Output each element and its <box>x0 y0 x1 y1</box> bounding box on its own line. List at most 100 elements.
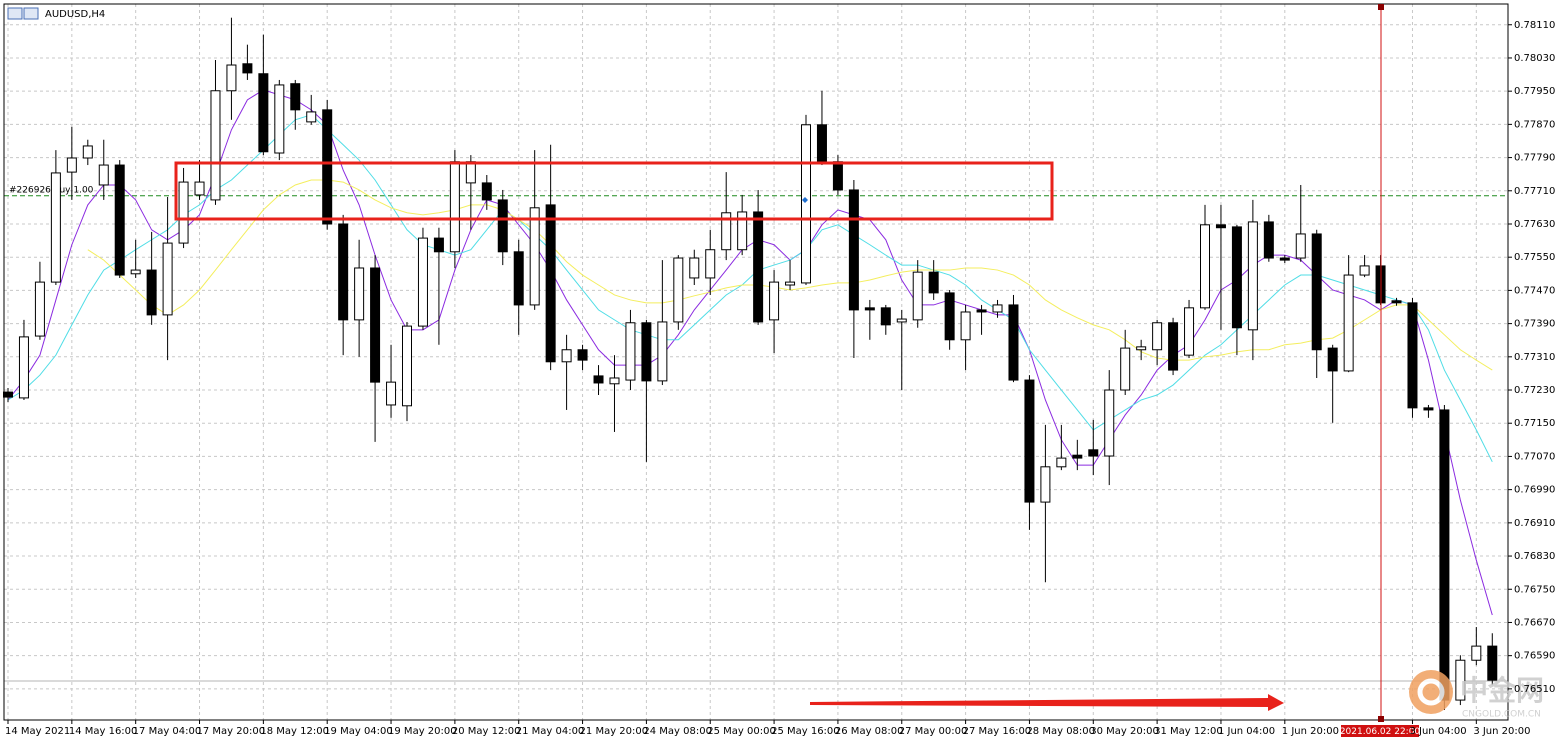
candle-body <box>1056 457 1067 468</box>
candle-body <box>1008 304 1019 381</box>
candle-body <box>242 63 253 74</box>
x-tick-label: 19 May 04:00 <box>324 726 393 737</box>
candle-body <box>545 204 556 363</box>
watermark-logo-ring <box>1417 678 1445 706</box>
y-tick-label: 0.78030 <box>1514 53 1555 64</box>
watermark-site: CNGOLD.COM.CN <box>1462 710 1541 720</box>
candle-body <box>1104 389 1115 457</box>
x-tick-label: 28 May 08:00 <box>1026 726 1095 737</box>
x-tick-label: 30 May 20:00 <box>1090 726 1159 737</box>
candle-body <box>66 157 77 173</box>
candle-body <box>1024 379 1035 503</box>
crosshair-end <box>1378 4 1384 10</box>
candles <box>3 17 1498 711</box>
x-tick-label: 31 May 12:00 <box>1154 726 1223 737</box>
candle-body <box>481 182 492 201</box>
candle-body <box>689 257 700 279</box>
y-tick-label: 0.77230 <box>1514 385 1555 396</box>
x-tick-label: 3 Jun 20:00 <box>1473 726 1530 737</box>
candle-body <box>593 375 604 384</box>
candle-body <box>832 161 843 191</box>
candle-body <box>1439 409 1450 701</box>
candle-body <box>577 349 588 361</box>
candle-body <box>433 237 444 253</box>
candle-body <box>705 249 716 279</box>
candle-body <box>386 381 397 406</box>
candle-body <box>210 90 221 201</box>
x-tick-label: 3 Jun 04:00 <box>1409 726 1466 737</box>
candle-body <box>146 269 157 316</box>
y-tick-label: 0.77870 <box>1514 119 1555 130</box>
x-tick-label: 14 May 16:00 <box>69 726 138 737</box>
candle-body <box>98 164 109 186</box>
candle-body <box>258 73 269 153</box>
y-tick-label: 0.76510 <box>1514 684 1555 695</box>
candle-body <box>3 391 13 398</box>
x-tick-label: 17 May 20:00 <box>197 726 266 737</box>
x-tick-label: 25 May 00:00 <box>707 726 776 737</box>
candle-body <box>657 321 668 382</box>
x-tick-label: 21 May 20:00 <box>580 726 649 737</box>
x-tick-label: 17 May 04:00 <box>133 726 202 737</box>
candle-body <box>769 281 780 321</box>
candle-body <box>50 172 61 283</box>
y-tick-label: 0.77630 <box>1514 219 1555 230</box>
candle-body <box>1152 322 1163 351</box>
candle-body <box>960 311 971 341</box>
candle-body <box>1295 233 1306 259</box>
arrow <box>810 694 1284 711</box>
y-tick-label: 0.77950 <box>1514 86 1555 97</box>
candle-body <box>529 207 540 306</box>
crosshair-label: 2021.06.02 22:00 <box>1340 727 1421 737</box>
candle-body <box>1247 221 1258 331</box>
candle-body <box>1072 454 1083 459</box>
y-tick-label: 0.78110 <box>1514 20 1555 31</box>
candle-body <box>673 257 684 323</box>
candle-body <box>801 124 811 284</box>
plot-frame <box>3 3 1509 721</box>
title-icon <box>7 7 23 20</box>
candle-body <box>274 84 285 154</box>
candle-body <box>753 211 764 323</box>
candle-body <box>226 64 237 92</box>
candle-body <box>561 349 572 363</box>
candle-body <box>976 309 987 313</box>
candle-body <box>1359 265 1370 276</box>
candle-body <box>1120 347 1131 391</box>
candle-body <box>497 199 508 253</box>
candle-body <box>880 307 891 326</box>
candle-body <box>417 237 428 327</box>
watermark-logo <box>1409 670 1453 714</box>
trade-marker <box>802 197 808 203</box>
x-tick-label: 24 May 08:00 <box>643 726 712 737</box>
candle-body <box>114 164 125 276</box>
y-tick-label: 0.77150 <box>1514 418 1555 429</box>
y-tick-label: 0.76910 <box>1514 518 1555 529</box>
y-tick-label: 0.77470 <box>1514 285 1555 296</box>
y-tick-label: 0.77550 <box>1514 252 1555 263</box>
y-tick-label: 0.76830 <box>1514 551 1555 562</box>
y-tick-label: 0.76670 <box>1514 617 1555 628</box>
x-tick-label: 1 Jun 20:00 <box>1282 726 1339 737</box>
indicator-line <box>7 114 1493 463</box>
candle-body <box>1343 274 1354 372</box>
candle-body <box>465 161 476 184</box>
candle-body <box>1040 466 1051 503</box>
y-tick-label: 0.76750 <box>1514 584 1555 595</box>
highlight-box <box>174 161 1054 221</box>
candle-body <box>1471 645 1482 661</box>
title-icon <box>23 7 39 20</box>
candle-body <box>290 83 301 111</box>
candle-body <box>864 307 875 311</box>
candle-body <box>1200 224 1210 309</box>
candle-body <box>1327 347 1338 372</box>
candle-body <box>785 281 796 286</box>
x-tick-label: 1 Jun 04:00 <box>1218 726 1275 737</box>
y-tick-label: 0.77710 <box>1514 186 1555 197</box>
watermark-name: 中金网 <box>1460 674 1544 707</box>
candle-body <box>82 145 93 159</box>
chart-title: AUDUSD,H4 <box>45 9 105 20</box>
candle-body <box>737 211 748 251</box>
candle-body <box>1088 449 1099 457</box>
